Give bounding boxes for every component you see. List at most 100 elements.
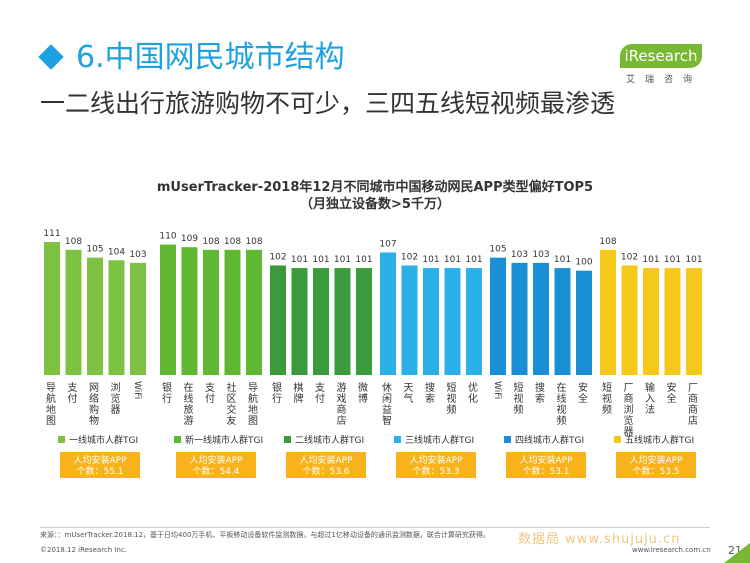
install-box [176,452,256,478]
bar-value-label: 108 [202,237,219,247]
corner-decoration [724,543,750,563]
bar-value-label: 109 [181,234,198,244]
category-label: 银行 [162,381,172,405]
bar [44,242,60,375]
bar-value-label: 107 [379,239,396,249]
bar-value-label: 103 [129,250,146,260]
legend-swatch [58,436,65,443]
install-box [616,452,696,478]
category-label: 微博 [358,381,368,405]
bar-value-label: 103 [511,250,528,260]
website-link[interactable]: www.iresearch.com.cn [632,546,711,554]
category-label: 支付 [68,382,78,405]
bar-value-label: 108 [65,237,82,247]
category-label: 在线视频 [557,382,567,427]
legend-label: 一线城市人群TGI [69,434,138,446]
category-label: 网络购物 [89,382,99,427]
bar [466,268,482,375]
bar-value-label: 101 [291,255,308,265]
bar [490,257,506,375]
legend-label: 四线城市人群TGI [515,434,584,446]
category-label: 导航地图 [248,382,258,427]
bar [554,268,571,375]
category-label: 浏览器 [111,381,121,416]
bar-value-label: 108 [245,237,262,247]
bar-value-label: 101 [355,255,372,265]
category-label: 休闲益智 [382,382,392,427]
bar-value-label: 111 [43,229,60,239]
bar-value-label: 102 [269,252,286,262]
bar [533,262,549,375]
category-label: 支付 [315,382,325,405]
bar [444,268,461,375]
bar [270,265,286,375]
bar-value-label: 101 [422,255,439,265]
iresearch-logo: iResearch 艾瑞咨询 [620,44,710,88]
bar-value-label: 102 [621,252,638,262]
legend-label: 三线城市人群TGI [405,434,474,446]
category-label: 游戏商店 [337,381,347,427]
bar [203,249,219,375]
category-label: 安全 [578,381,588,405]
bar [600,249,616,375]
legend-label: 新一线城市人群TGI [185,434,263,446]
chart-subtitle: （月独立设备数>5千万） [300,197,450,212]
bar-value-label: 108 [224,237,241,247]
page-subtitle: 一二线出行旅游购物不可少，三四五线短视频最渗透 [40,89,616,118]
category-label: 银行 [272,381,282,405]
bar [576,270,592,375]
bar-value-label: 108 [599,237,616,247]
install-count: 个数：53.6 [302,465,349,477]
bar-value-label: 104 [108,247,125,257]
install-count: 个数：54.4 [192,465,239,477]
watermark: 数据局 www.shujuju.cn [518,532,681,547]
chart-title: mUserTracker-2018年12月不同城市中国移动网民APP类型偏好TO… [156,180,594,195]
section-title: 6.中国网民城市结构 [76,40,345,75]
bar [160,244,176,375]
bar [181,247,198,375]
bar-value-label: 105 [86,245,103,255]
install-count: 个数：53.5 [632,465,679,477]
category-label: 短视频 [514,381,524,416]
bar-value-label: 101 [664,255,681,265]
install-label: 人均安装APP [629,454,683,466]
category-label: 支付 [205,382,215,405]
bar [686,268,702,375]
category-label: 短视频 [447,381,457,416]
bar [423,268,439,375]
legend-swatch [614,436,621,443]
category-label: 厂商商店 [688,383,698,427]
category-label: 导航地图 [46,382,56,427]
bar [356,268,372,375]
install-label: 人均安装APP [409,454,463,466]
category-label: 棋牌 [294,381,304,405]
bar [130,262,146,375]
category-label: WiFi [132,381,142,399]
install-label: 人均安装APP [189,454,243,466]
logo-chinese: 艾瑞咨询 [626,75,703,85]
bar [313,268,329,375]
bar-value-label: 101 [685,255,702,265]
footer-divider [40,527,710,528]
install-count: 个数：53.3 [412,465,459,477]
bar [65,249,82,375]
category-label: 天气 [404,383,414,405]
install-label: 人均安装APP [73,454,127,466]
bar-value-label: 100 [575,258,592,268]
category-label: WiFi [492,381,502,399]
install-label: 人均安装APP [519,454,573,466]
bar-value-label: 105 [489,245,506,255]
bar-value-label: 101 [554,255,571,265]
bar [246,249,262,375]
bar [224,249,241,375]
legend-label: 五线城市人群TGI [625,434,694,446]
category-label: 厂商浏览器 [624,383,634,438]
category-label: 社区交友 [227,381,237,427]
category-label: 在线旅游 [184,382,194,427]
install-count: 个数：55.1 [76,465,123,477]
bar [511,262,528,375]
install-box [60,452,140,478]
install-box [506,452,586,478]
bar-value-label: 101 [465,255,482,265]
